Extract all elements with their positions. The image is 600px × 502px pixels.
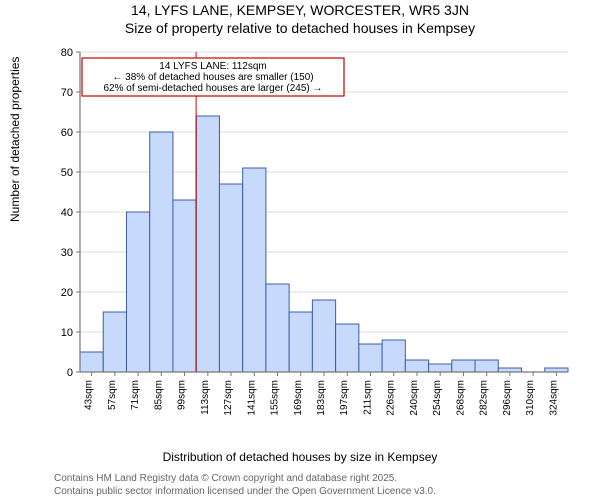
svg-text:141sqm: 141sqm [246,380,257,416]
chart-area: 0 10 20 30 40 50 60 70 80 43sqm 57sqm 71sqm 85sqm 99s… [54,46,574,426]
svg-text:10: 10 [61,327,73,339]
svg-text:197sqm: 197sqm [339,380,350,416]
chart-title-block: 14, LYFS LANE, KEMPSEY, WORCESTER, WR5 3… [0,2,600,36]
svg-text:183sqm: 183sqm [316,380,327,416]
svg-text:85sqm: 85sqm [153,380,164,410]
svg-text:80: 80 [61,47,73,59]
svg-text:254sqm: 254sqm [432,380,443,416]
svg-text:70: 70 [61,87,73,99]
footer-line1: Contains HM Land Registry data © Crown c… [54,473,436,486]
svg-text:50: 50 [61,167,73,179]
histogram-chart: 0 10 20 30 40 50 60 70 80 43sqm 57sqm 71sqm 85sqm 99s… [54,46,574,426]
svg-text:268sqm: 268sqm [455,380,466,416]
svg-text:20: 20 [61,287,73,299]
svg-text:240sqm: 240sqm [409,380,420,416]
svg-text:296sqm: 296sqm [502,380,513,416]
svg-text:155sqm: 155sqm [270,380,281,416]
svg-text:169sqm: 169sqm [293,380,304,416]
chart-title-line1: 14, LYFS LANE, KEMPSEY, WORCESTER, WR5 3… [0,2,600,18]
svg-text:30: 30 [61,247,73,259]
svg-text:282sqm: 282sqm [479,380,490,416]
svg-text:43sqm: 43sqm [84,380,95,410]
svg-text:310sqm: 310sqm [525,380,536,416]
attribution-footer: Contains HM Land Registry data © Crown c… [54,473,436,498]
svg-text:127sqm: 127sqm [223,380,234,416]
svg-text:324sqm: 324sqm [548,380,559,416]
footer-line2: Contains public sector information licen… [54,486,436,499]
x-axis-label: Distribution of detached houses by size … [0,450,600,464]
svg-text:57sqm: 57sqm [107,380,118,410]
y-axis-label: Number of detached properties [8,57,22,222]
svg-text:113sqm: 113sqm [200,380,211,415]
svg-text:← 38% of detached houses are s: ← 38% of detached houses are smaller (15… [112,72,313,83]
svg-text:40: 40 [61,207,73,219]
chart-title-line2: Size of property relative to detached ho… [0,20,600,36]
svg-text:71sqm: 71sqm [130,380,141,410]
svg-text:14 LYFS LANE: 112sqm: 14 LYFS LANE: 112sqm [159,61,266,72]
svg-text:211sqm: 211sqm [362,380,373,415]
svg-text:226sqm: 226sqm [386,380,397,416]
svg-text:0: 0 [67,367,73,379]
svg-text:99sqm: 99sqm [177,380,188,410]
svg-text:60: 60 [61,127,73,139]
svg-text:62% of semi-detached houses ar: 62% of semi-detached houses are larger (… [103,83,322,94]
